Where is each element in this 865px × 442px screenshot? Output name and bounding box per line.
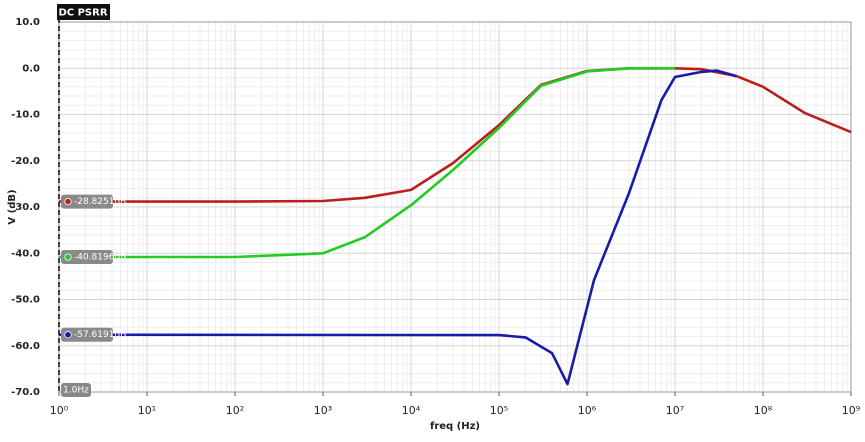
x-axis-label: freq (Hz) bbox=[430, 421, 480, 432]
marker-dot bbox=[64, 197, 72, 206]
title-box bbox=[57, 4, 110, 20]
y-tick-label: -40.0 bbox=[11, 248, 40, 259]
marker-label-box bbox=[61, 194, 113, 209]
x-tick-label: 10⁵ bbox=[490, 404, 508, 417]
x-tick-label: 10² bbox=[226, 404, 244, 417]
x-tick-label: 10³ bbox=[314, 404, 332, 417]
y-tick-label: -50.0 bbox=[11, 295, 40, 306]
y-tick-label: -30.0 bbox=[11, 202, 40, 213]
chart-title: DC PSRR bbox=[58, 8, 107, 19]
y-tick-label: -20.0 bbox=[11, 156, 40, 167]
marker-dot bbox=[64, 331, 72, 339]
series-line bbox=[58, 69, 737, 386]
y-tick-label: -10.0 bbox=[11, 110, 40, 121]
x-tick-label: 10⁴ bbox=[402, 404, 421, 417]
marker-label: -57.6191dB bbox=[74, 330, 126, 340]
series-line bbox=[59, 67, 675, 259]
x-tick-label: 10⁷ bbox=[666, 404, 684, 417]
y-axis-label: V (dB) bbox=[7, 189, 18, 224]
marker-label: -28.8251dB bbox=[74, 197, 126, 207]
x-tick-label: 10⁸ bbox=[754, 404, 773, 417]
x-tick-label: 10¹ bbox=[138, 404, 156, 417]
marker-dot bbox=[64, 253, 72, 261]
x-tick-label: 10⁰ bbox=[50, 404, 69, 417]
marker-label-box bbox=[61, 250, 113, 265]
y-tick-label: 10.0 bbox=[15, 17, 40, 28]
y-tick-label: 0.0 bbox=[22, 63, 40, 74]
x-tick-label: 10⁶ bbox=[578, 404, 597, 417]
marker-label-box bbox=[61, 327, 113, 342]
cursor-label-box bbox=[61, 383, 91, 397]
marker-label: -40.8196dB bbox=[74, 253, 126, 263]
x-tick-label: 10⁹ bbox=[842, 404, 860, 417]
y-tick-label: -60.0 bbox=[11, 341, 40, 352]
y-tick-label: -70.0 bbox=[11, 387, 40, 398]
cursor-label: 1.0Hz bbox=[63, 386, 89, 396]
